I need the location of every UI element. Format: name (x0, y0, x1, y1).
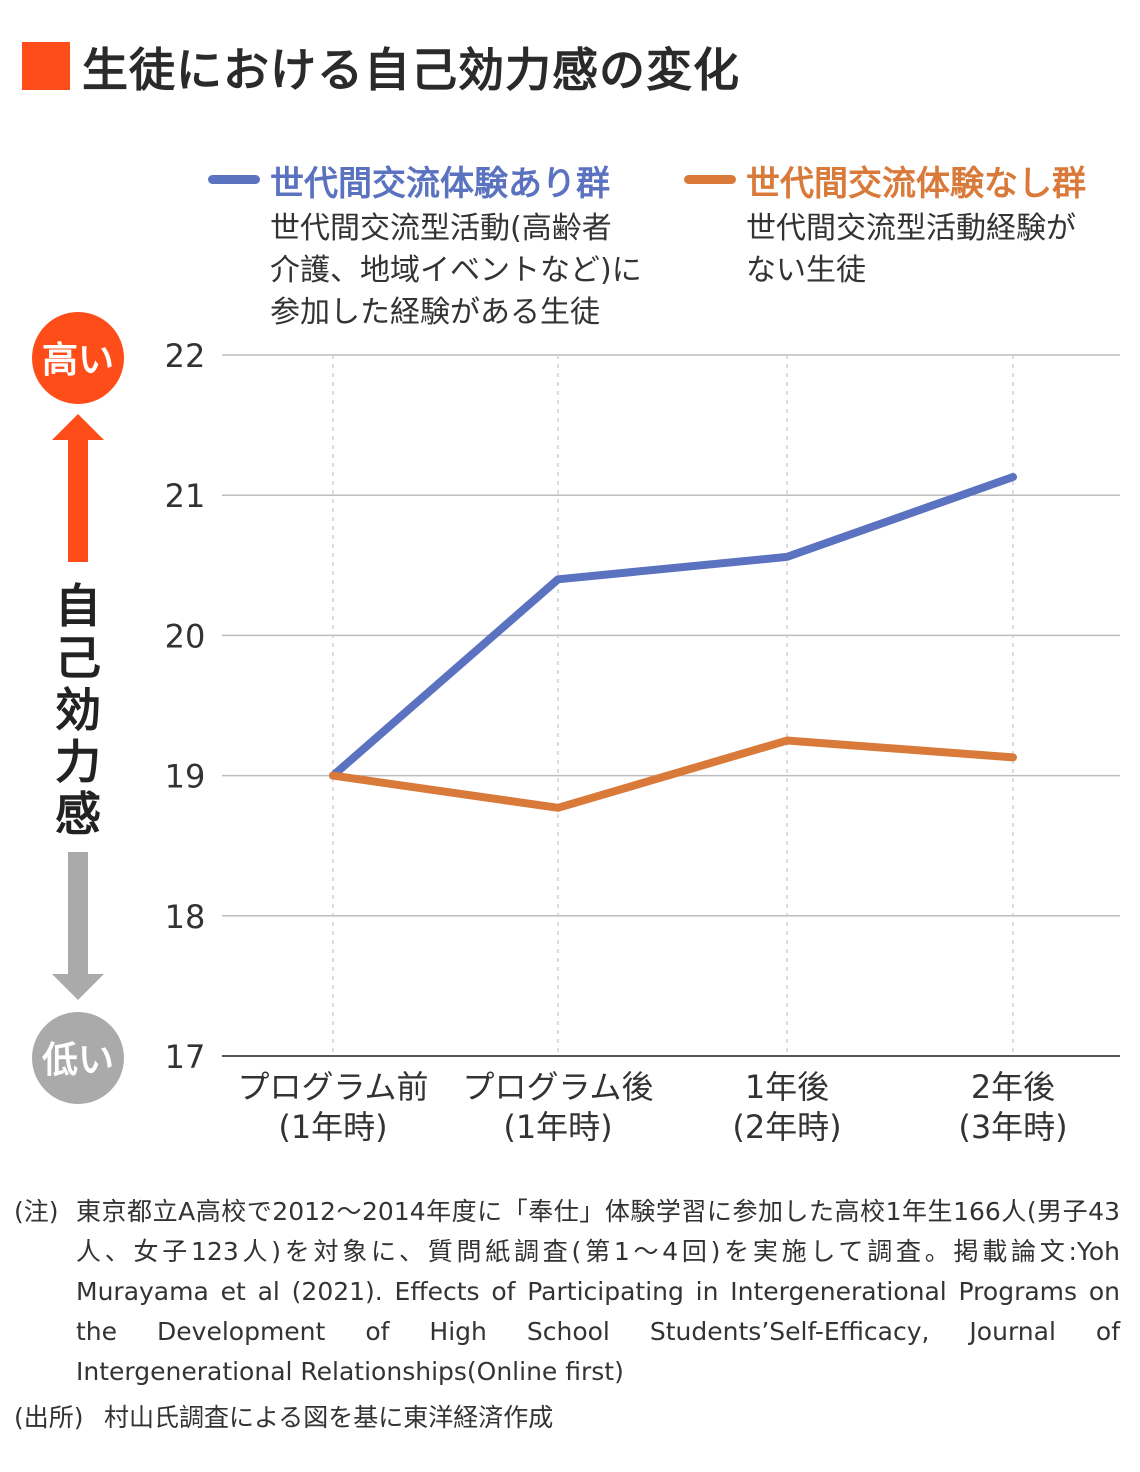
note-label: (注) (14, 1197, 59, 1226)
x-tick-label: プログラム後 (462, 1068, 653, 1106)
note-text: 東京都立A高校で2012〜2014年度に「奉仕」体験学習に参加した高校1年生16… (76, 1197, 1120, 1386)
down-arrow-icon (52, 852, 104, 1000)
chart-title: 生徒における自己効力感の変化 (82, 43, 740, 97)
legend-name-with-exchange: 世代間交流体験あり群 (270, 164, 610, 204)
low-badge (32, 1012, 124, 1104)
x-tick-label: 1年後 (745, 1068, 829, 1106)
y-tick-label: 21 (165, 477, 206, 515)
source-text: 村山氏調査による図を基に東洋経済作成 (104, 1403, 554, 1432)
y-axis-label-char: 感 (55, 787, 101, 841)
y-tick-label: 20 (165, 617, 206, 655)
x-tick-label: (1年時) (503, 1108, 612, 1146)
x-tick-label: プログラム前 (237, 1068, 428, 1106)
y-tick-label: 18 (165, 898, 206, 936)
y-indicator: 高い 低い 自己効力感 (32, 312, 124, 1104)
low-label: 低い (42, 1040, 114, 1081)
y-axis-label-char: 己 (55, 631, 101, 685)
series-line-0 (329, 472, 1017, 780)
y-tick-label: 22 (165, 337, 206, 375)
y-tick-label: 17 (165, 1038, 206, 1076)
title-marker (22, 42, 70, 90)
legend-desc-without-exchange: 世代間交流型活動経験が ない生徒 (746, 211, 1076, 288)
y-axis-label: 自己効力感 (55, 579, 101, 841)
y-axis-label-char: 効 (55, 683, 101, 737)
y-axis-label-char: 力 (55, 735, 101, 789)
source-label: (出所) (14, 1403, 84, 1432)
up-arrow-icon (52, 414, 104, 562)
high-label: 高い (42, 340, 114, 381)
x-tick-label: (1年時) (278, 1108, 387, 1146)
legend-swatch-with-exchange (208, 175, 260, 184)
high-badge (32, 312, 124, 404)
x-tick-label: 2年後 (971, 1068, 1055, 1106)
series-line-1 (329, 736, 1017, 812)
x-tick-label: (2年時) (732, 1108, 841, 1146)
x-tick-label: (3年時) (958, 1108, 1067, 1146)
y-axis-label-char: 自 (55, 579, 101, 633)
legend-name-without-exchange: 世代間交流体験なし群 (746, 164, 1086, 204)
legend-desc-with-exchange: 世代間交流型活動(高齢者 介護、地域イベントなど)に 参加した経験がある生徒 (270, 211, 642, 330)
legend-swatch-without-exchange (684, 175, 736, 184)
y-tick-label: 19 (165, 758, 206, 796)
